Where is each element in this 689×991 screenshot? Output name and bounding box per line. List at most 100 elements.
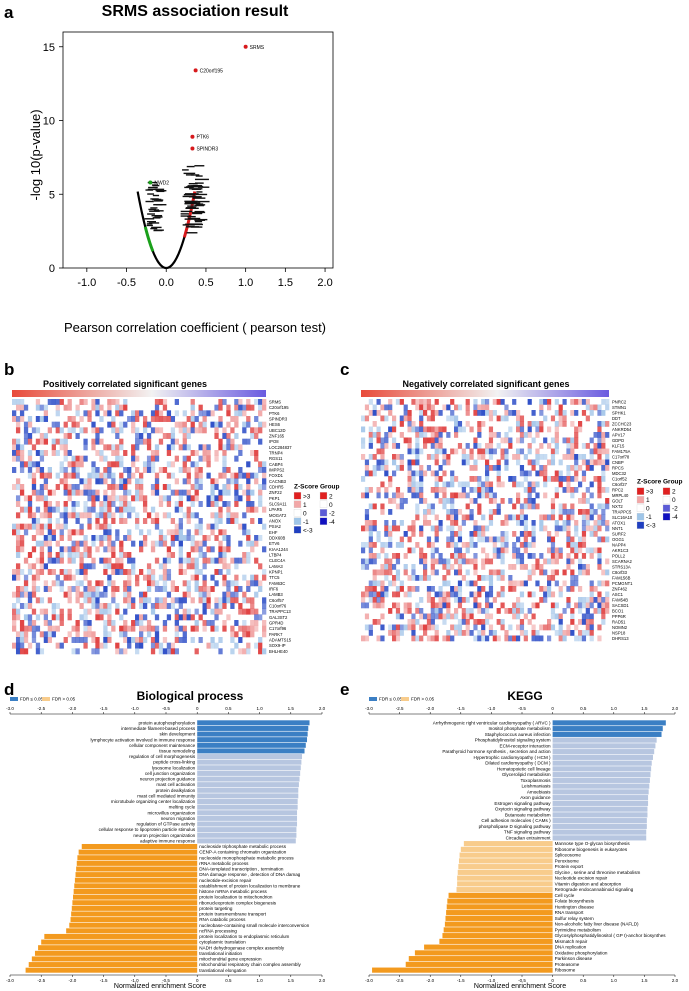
heatmap-cell [35, 416, 41, 422]
heatmap-cell [210, 501, 215, 507]
enrichment-term-label: Amoebiasis [527, 789, 551, 794]
heatmap-cell [99, 535, 104, 541]
heatmap-cell [135, 455, 140, 462]
heatmap-cell [578, 498, 583, 504]
heatmap-cell [605, 591, 610, 598]
heatmap-cell [111, 597, 116, 604]
heatmap-cell [250, 603, 255, 609]
heatmap-cell [218, 438, 223, 445]
heatmap-cell [246, 421, 251, 428]
heatmap-cell [411, 635, 416, 642]
heatmap-cell [558, 635, 563, 642]
heatmap-cell [99, 642, 104, 649]
heatmap-cell [262, 603, 267, 609]
heatmap-cell [368, 437, 373, 444]
heatmap-cell [202, 580, 207, 587]
heatmap-cell [202, 540, 207, 547]
panel-letter-a: a [4, 3, 14, 22]
heatmap-cell [531, 613, 536, 620]
heatmap-cell [246, 642, 251, 649]
heatmap-cell [67, 512, 72, 519]
heatmap-cell [226, 591, 231, 598]
heatmap-cell [457, 580, 463, 587]
heatmap-cell [605, 569, 610, 576]
heatmap-cell [419, 410, 424, 416]
heatmap-cell [562, 509, 567, 515]
heatmap-cell [258, 461, 263, 468]
enrichment-bar [372, 967, 553, 973]
heatmap-cell [527, 487, 532, 493]
heatmap-cell [496, 443, 501, 449]
heatmap-cell [43, 523, 49, 530]
heatmap-cell [246, 484, 251, 490]
heatmap-cell [214, 450, 219, 456]
heatmap-cell [158, 597, 164, 604]
heatmap-cell [407, 481, 412, 488]
heatmap-cell [71, 455, 76, 462]
heatmap-cell [543, 514, 548, 521]
heatmap-cell [198, 569, 203, 575]
enrichment-term-label: RNA catabolic process [199, 917, 246, 922]
heatmap-cell [139, 642, 144, 649]
heatmap-cell [87, 586, 92, 592]
heatmap-cell [202, 552, 207, 558]
heatmap-cell [222, 461, 227, 468]
heatmap-cell [473, 399, 478, 405]
heatmap-cell [550, 547, 556, 554]
heatmap-cell [570, 547, 575, 554]
heatmap-cell [254, 478, 259, 485]
heatmap-cell [477, 509, 482, 515]
heatmap-cell [481, 575, 486, 581]
heatmap-cell [55, 642, 60, 649]
heatmap-cell [103, 467, 108, 473]
heatmap-cell [166, 591, 172, 598]
heatmap-cell [535, 630, 540, 636]
heatmap-cell [111, 416, 116, 422]
heatmap-cell [43, 438, 49, 445]
heatmap-cell [434, 459, 439, 466]
heatmap-cell [454, 547, 459, 554]
heatmap-cell [547, 536, 552, 543]
heatmap-cell [578, 454, 583, 460]
heatmap-cell [131, 506, 136, 513]
enrichment-bar [197, 748, 305, 754]
heatmap-cell [516, 410, 521, 416]
heatmap-cell [15, 563, 21, 570]
heatmap-cell [395, 465, 401, 471]
heatmap-cell [423, 404, 428, 411]
heatmap-cell [574, 487, 579, 493]
heatmap-cell [39, 529, 45, 536]
heatmap-cell [186, 580, 191, 587]
heatmap-cell [242, 552, 247, 558]
heatmap-cell [250, 433, 255, 439]
heatmap-cell [12, 467, 17, 473]
enrichment-term-label: Arrhythmogenic right ventricular cardiom… [433, 720, 551, 725]
volcano-label-cloud-mark [153, 200, 163, 202]
bar-bottom-tick-label: 0 [196, 978, 199, 983]
heatmap-cell [392, 580, 397, 587]
heatmap-cell [206, 591, 211, 598]
heatmap-cell [388, 525, 393, 532]
heatmap-cell [450, 586, 455, 592]
heatmap-cell [139, 489, 144, 496]
heatmap-cell [210, 557, 215, 564]
heatmap-cell [430, 597, 435, 603]
enrichment-bar [66, 928, 198, 934]
heatmap-cell [376, 410, 381, 416]
heatmap-cell [512, 602, 517, 609]
heatmap-cell [597, 410, 602, 416]
heatmap-cell [35, 557, 41, 564]
heatmap-cell [364, 525, 370, 532]
heatmap-cell [368, 443, 373, 449]
heatmap-cell [399, 580, 404, 587]
heatmap-cell [589, 580, 594, 587]
heatmap-cell [550, 459, 556, 466]
heatmap-cell [43, 416, 49, 422]
heatmap-cell [230, 518, 235, 524]
heatmap-cell [527, 503, 532, 510]
heatmap-positive: Positively correlated significant genes … [12, 379, 340, 655]
heatmap-cell [361, 547, 366, 554]
group-legend-swatch [662, 487, 671, 495]
heatmap-cell [186, 614, 191, 621]
heatmap-cell [461, 454, 466, 460]
